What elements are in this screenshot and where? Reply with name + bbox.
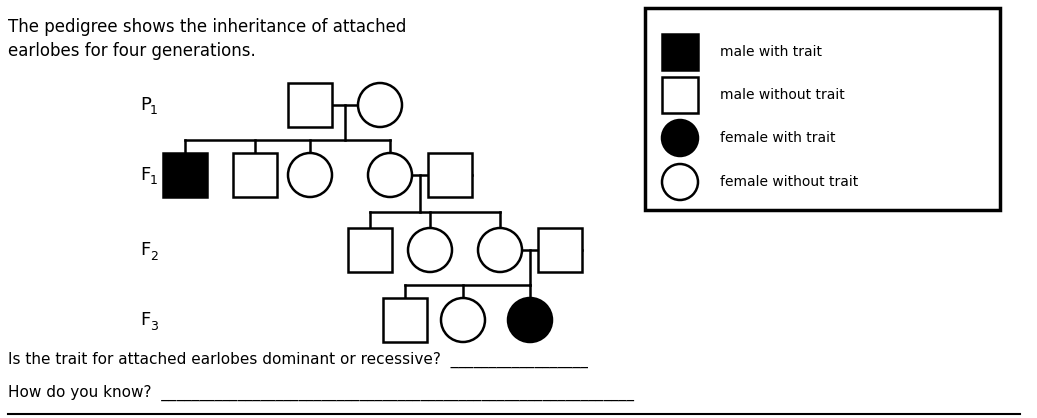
Text: P: P bbox=[140, 96, 150, 114]
Text: F: F bbox=[140, 311, 150, 329]
Circle shape bbox=[478, 228, 522, 272]
Bar bbox=[538, 228, 582, 272]
Circle shape bbox=[508, 298, 552, 342]
Text: F: F bbox=[140, 241, 150, 259]
Text: 1: 1 bbox=[150, 174, 158, 188]
Bar bbox=[662, 34, 698, 70]
Text: male without trait: male without trait bbox=[720, 88, 845, 102]
Circle shape bbox=[408, 228, 452, 272]
Bar bbox=[233, 153, 277, 197]
Bar bbox=[645, 8, 1000, 210]
Text: female with trait: female with trait bbox=[720, 131, 836, 145]
Bar bbox=[383, 298, 427, 342]
Text: earlobes for four generations.: earlobes for four generations. bbox=[8, 42, 256, 60]
Text: 1: 1 bbox=[150, 104, 158, 117]
Text: male with trait: male with trait bbox=[720, 45, 822, 59]
Text: The pedigree shows the inheritance of attached: The pedigree shows the inheritance of at… bbox=[8, 18, 407, 36]
Text: female without trait: female without trait bbox=[720, 175, 859, 189]
Circle shape bbox=[662, 120, 698, 156]
Circle shape bbox=[441, 298, 485, 342]
Text: 3: 3 bbox=[150, 319, 158, 332]
Text: F: F bbox=[140, 166, 150, 184]
Circle shape bbox=[662, 164, 698, 200]
Bar bbox=[163, 153, 207, 197]
Circle shape bbox=[288, 153, 332, 197]
Bar bbox=[662, 77, 698, 113]
Text: 2: 2 bbox=[150, 250, 158, 263]
Bar bbox=[348, 228, 392, 272]
Text: Is the trait for attached earlobes dominant or recessive?  __________________: Is the trait for attached earlobes domin… bbox=[8, 352, 588, 368]
Circle shape bbox=[368, 153, 412, 197]
Text: How do you know?  ______________________________________________________________: How do you know? _______________________… bbox=[8, 385, 634, 401]
Circle shape bbox=[358, 83, 402, 127]
Bar bbox=[428, 153, 472, 197]
Bar bbox=[288, 83, 332, 127]
